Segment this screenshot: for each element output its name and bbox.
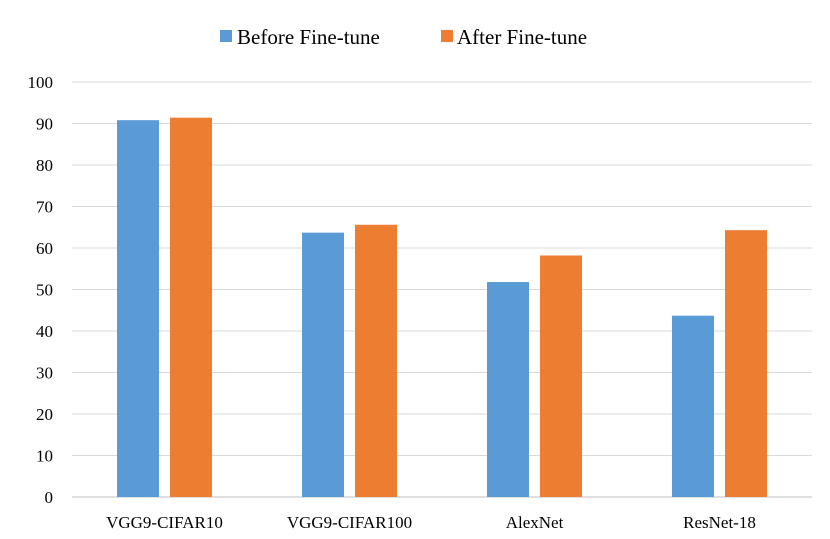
y-tick-label-100: 100 — [28, 73, 54, 92]
legend-swatch-before — [220, 30, 232, 42]
bar-before-resnet-18 — [672, 315, 714, 497]
x-category-label: AlexNet — [506, 513, 564, 532]
y-axis-ticks: 0 10 20 30 40 50 60 70 80 90 100 — [28, 73, 54, 507]
legend-label-before: Before Fine-tune — [237, 25, 380, 49]
y-tick-label-30: 30 — [36, 364, 53, 383]
legend-swatch-after — [441, 30, 453, 42]
y-tick-label-0: 0 — [45, 488, 54, 507]
y-tick-label-80: 80 — [36, 156, 53, 175]
bars — [117, 117, 767, 498]
bar-before-vgg9-cifar10 — [117, 120, 159, 498]
y-tick-label-10: 10 — [36, 447, 53, 466]
x-axis-labels: VGG9-CIFAR10 VGG9-CIFAR100 AlexNet ResNet-1… — [106, 513, 756, 532]
legend: Before Fine-tune After Fine-tune — [220, 25, 587, 49]
x-category-label: ResNet-18 — [683, 513, 756, 532]
y-tick-label-50: 50 — [36, 281, 53, 300]
y-tick-label-70: 70 — [36, 198, 53, 217]
y-tick-label-40: 40 — [36, 322, 53, 341]
bar-after-alexnet — [540, 255, 582, 497]
bar-after-vgg9-cifar10 — [170, 117, 212, 497]
bar-before-vgg9-cifar100 — [302, 232, 344, 497]
bar-after-vgg9-cifar100 — [355, 224, 397, 497]
x-category-label: VGG9-CIFAR100 — [287, 513, 412, 532]
y-tick-label-20: 20 — [36, 405, 53, 424]
bar-after-resnet-18 — [725, 230, 767, 497]
x-category-label: VGG9-CIFAR10 — [106, 513, 223, 532]
legend-label-after: After Fine-tune — [457, 25, 587, 49]
bar-before-alexnet — [487, 282, 529, 497]
y-tick-label-90: 90 — [36, 115, 53, 134]
y-tick-label-60: 60 — [36, 239, 53, 258]
